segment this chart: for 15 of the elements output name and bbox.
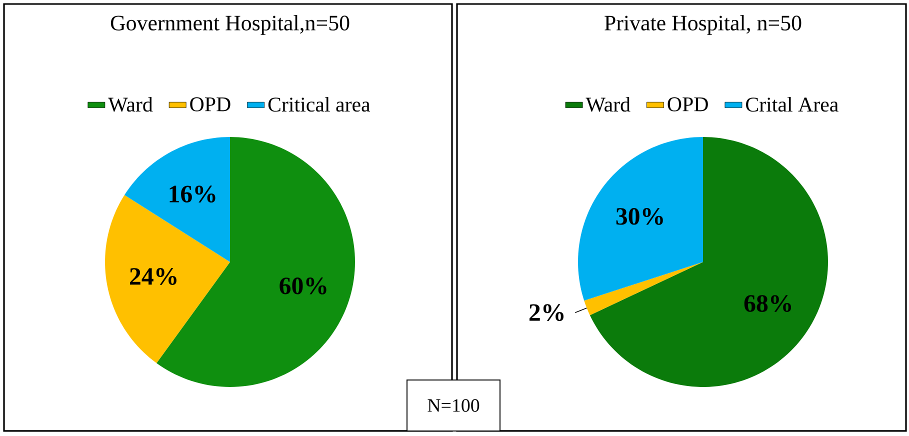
chart-title: Government Hospital,n=50	[110, 15, 350, 35]
legend-label: Critical area	[268, 96, 370, 112]
chart-title: Private Hospital, n=50	[604, 15, 802, 35]
data-label: 30%	[616, 208, 663, 225]
legend-label: OPD	[190, 97, 230, 112]
text: N=100	[428, 399, 480, 412]
data-label: 68%	[744, 295, 792, 312]
data-label: 16%	[170, 186, 216, 203]
legend-label: Ward	[108, 96, 153, 112]
legend-label: Ward	[586, 96, 630, 112]
legend-label: Crital Area	[746, 96, 838, 112]
data-label: 24%	[130, 268, 176, 285]
data-label: 2%	[530, 304, 564, 322]
legend-label: OPD	[668, 97, 708, 112]
data-label: 60%	[280, 277, 326, 294]
